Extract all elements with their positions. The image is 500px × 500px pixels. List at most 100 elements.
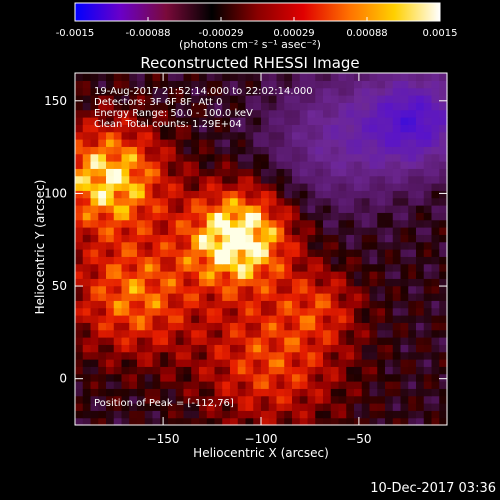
heatmap-cell [75,417,84,426]
heatmap-cell [168,285,177,294]
heatmap-cell [214,102,223,111]
heatmap-cell [137,190,146,199]
heatmap-cell [106,73,115,81]
heatmap-cell [113,293,123,301]
heatmap-cell [206,395,216,404]
heatmap-cell [237,388,247,397]
heatmap-cell [315,146,324,155]
heatmap-cell [439,337,448,345]
colorbar-tick-label: 0.0015 [423,28,458,39]
heatmap-cell [292,153,301,162]
heatmap-cell [82,417,92,426]
heatmap-cell [323,87,332,96]
heatmap-cell [129,124,138,133]
heatmap-cell [168,351,177,360]
heatmap-cell [315,285,324,294]
heatmap-cell [152,212,161,221]
heatmap-cell [137,278,146,287]
heatmap-cell [113,403,123,411]
heatmap-cell [222,388,231,397]
heatmap-cell [423,80,433,89]
heatmap-cell [276,168,285,177]
heatmap-cell [354,351,363,360]
heatmap-cell [354,73,363,81]
heatmap-cell [354,87,363,96]
heatmap-cell [199,175,208,184]
heatmap-cell [361,388,371,397]
heatmap-cell [408,87,417,96]
heatmap-cell [137,205,146,213]
heatmap-cell [377,124,386,133]
heatmap-cell [230,205,239,213]
heatmap-cell [439,73,448,81]
heatmap-cell [121,293,130,301]
heatmap-cell [338,146,347,155]
heatmap-cell [106,87,115,96]
heatmap-cell [431,175,440,184]
heatmap-cell [299,373,309,382]
heatmap-cell [439,300,448,309]
heatmap-cell [385,241,394,250]
timestamp: 10-Dec-2017 03:36 [370,481,496,496]
heatmap-cell [129,197,138,206]
heatmap-cell [284,124,293,133]
heatmap-cell [338,87,347,96]
heatmap-cell [431,212,440,221]
heatmap-cell [408,168,417,177]
heatmap-cell [284,219,293,228]
heatmap-cell [160,175,169,184]
heatmap-cell [183,256,192,265]
heatmap-cell [330,80,340,89]
heatmap-cell [338,241,347,250]
heatmap-cell [261,307,270,316]
heatmap-cell [168,175,177,184]
heatmap-cell [377,219,386,228]
heatmap-cell [385,373,394,382]
heatmap-cell [299,146,309,155]
heatmap-cell [230,197,239,206]
heatmap-cell [369,322,378,331]
heatmap-cell [90,256,99,265]
heatmap-cell [431,124,440,133]
heatmap-cell [253,153,262,162]
heatmap-cell [361,344,371,353]
heatmap-cell [144,307,154,316]
heatmap-cell [307,109,316,118]
heatmap-cell [299,102,309,111]
heatmap-cell [222,271,231,279]
heatmap-cell [307,212,316,221]
heatmap-cell [191,241,200,250]
heatmap-cell [361,219,371,228]
heatmap-cell [168,249,177,257]
heatmap-cell [392,329,402,338]
heatmap-cell [82,293,92,301]
heatmap-cell [338,227,347,235]
heatmap-cell [431,381,440,389]
heatmap-cell [330,234,340,243]
heatmap-cell [354,263,363,272]
heatmap-cell [400,205,409,213]
heatmap-cell [416,117,425,125]
heatmap-cell [121,395,130,404]
heatmap-cell [400,417,409,426]
heatmap-cell [206,381,216,389]
heatmap-cell [392,373,402,382]
heatmap-cell [183,285,192,294]
heatmap-cell [129,219,138,228]
heatmap-cell [315,161,324,169]
heatmap-cell [276,219,285,228]
heatmap-cell [183,197,192,206]
heatmap-cell [214,300,223,309]
heatmap-cell [377,271,386,279]
heatmap-cell [416,278,425,287]
heatmap-cell [284,388,293,397]
heatmap-cell [214,109,223,118]
heatmap-cell [323,109,332,118]
heatmap-cell [199,403,208,411]
heatmap-cell [106,373,115,382]
heatmap-cell [152,197,161,206]
heatmap-cell [129,146,138,155]
heatmap-cell [113,109,123,118]
heatmap-cell [82,241,92,250]
heatmap-cell [416,175,425,184]
